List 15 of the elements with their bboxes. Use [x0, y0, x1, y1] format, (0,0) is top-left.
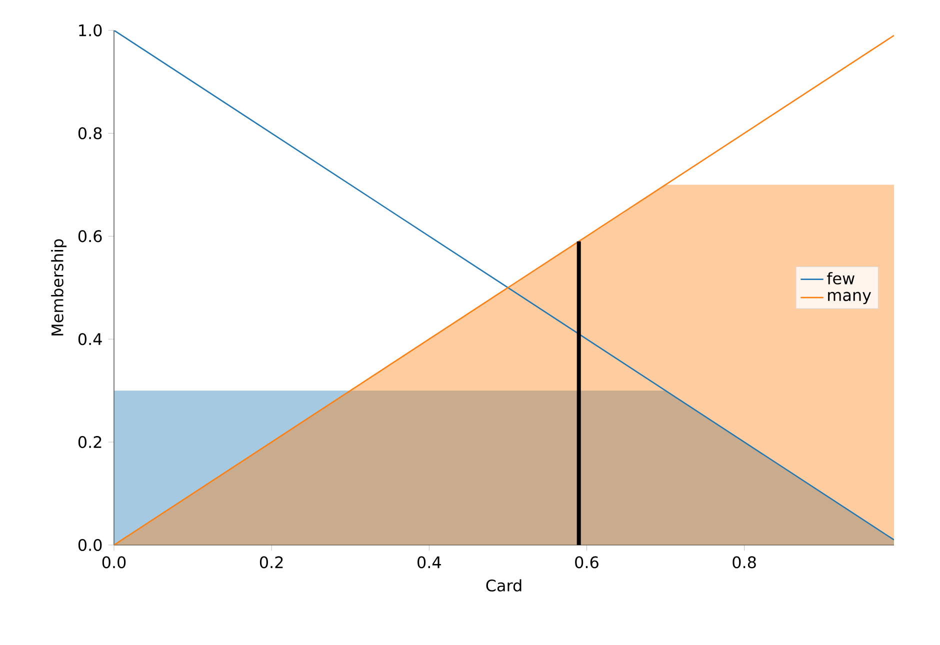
x-tick-label: 0.2 [260, 556, 283, 568]
x-tick-label: 0.6 [575, 556, 598, 568]
y-tick-label: 0.6 [78, 230, 102, 242]
y-tick-label: 0.2 [78, 436, 102, 448]
y-tick-label: 0.4 [78, 333, 102, 346]
x-axis-title: Card [486, 579, 522, 592]
y-tick-label: 1.0 [79, 24, 102, 36]
y-tick-label: 0.0 [78, 538, 102, 552]
y-axis-title: Membership [51, 239, 67, 336]
legend-label: few [827, 272, 854, 284]
x-tick-label: 0.4 [418, 556, 441, 568]
x-tick-label: 0.8 [732, 556, 756, 568]
x-tick-label: 0.0 [102, 556, 126, 568]
legend-label: many [828, 292, 872, 304]
y-tick-label: 0.8 [78, 127, 102, 140]
